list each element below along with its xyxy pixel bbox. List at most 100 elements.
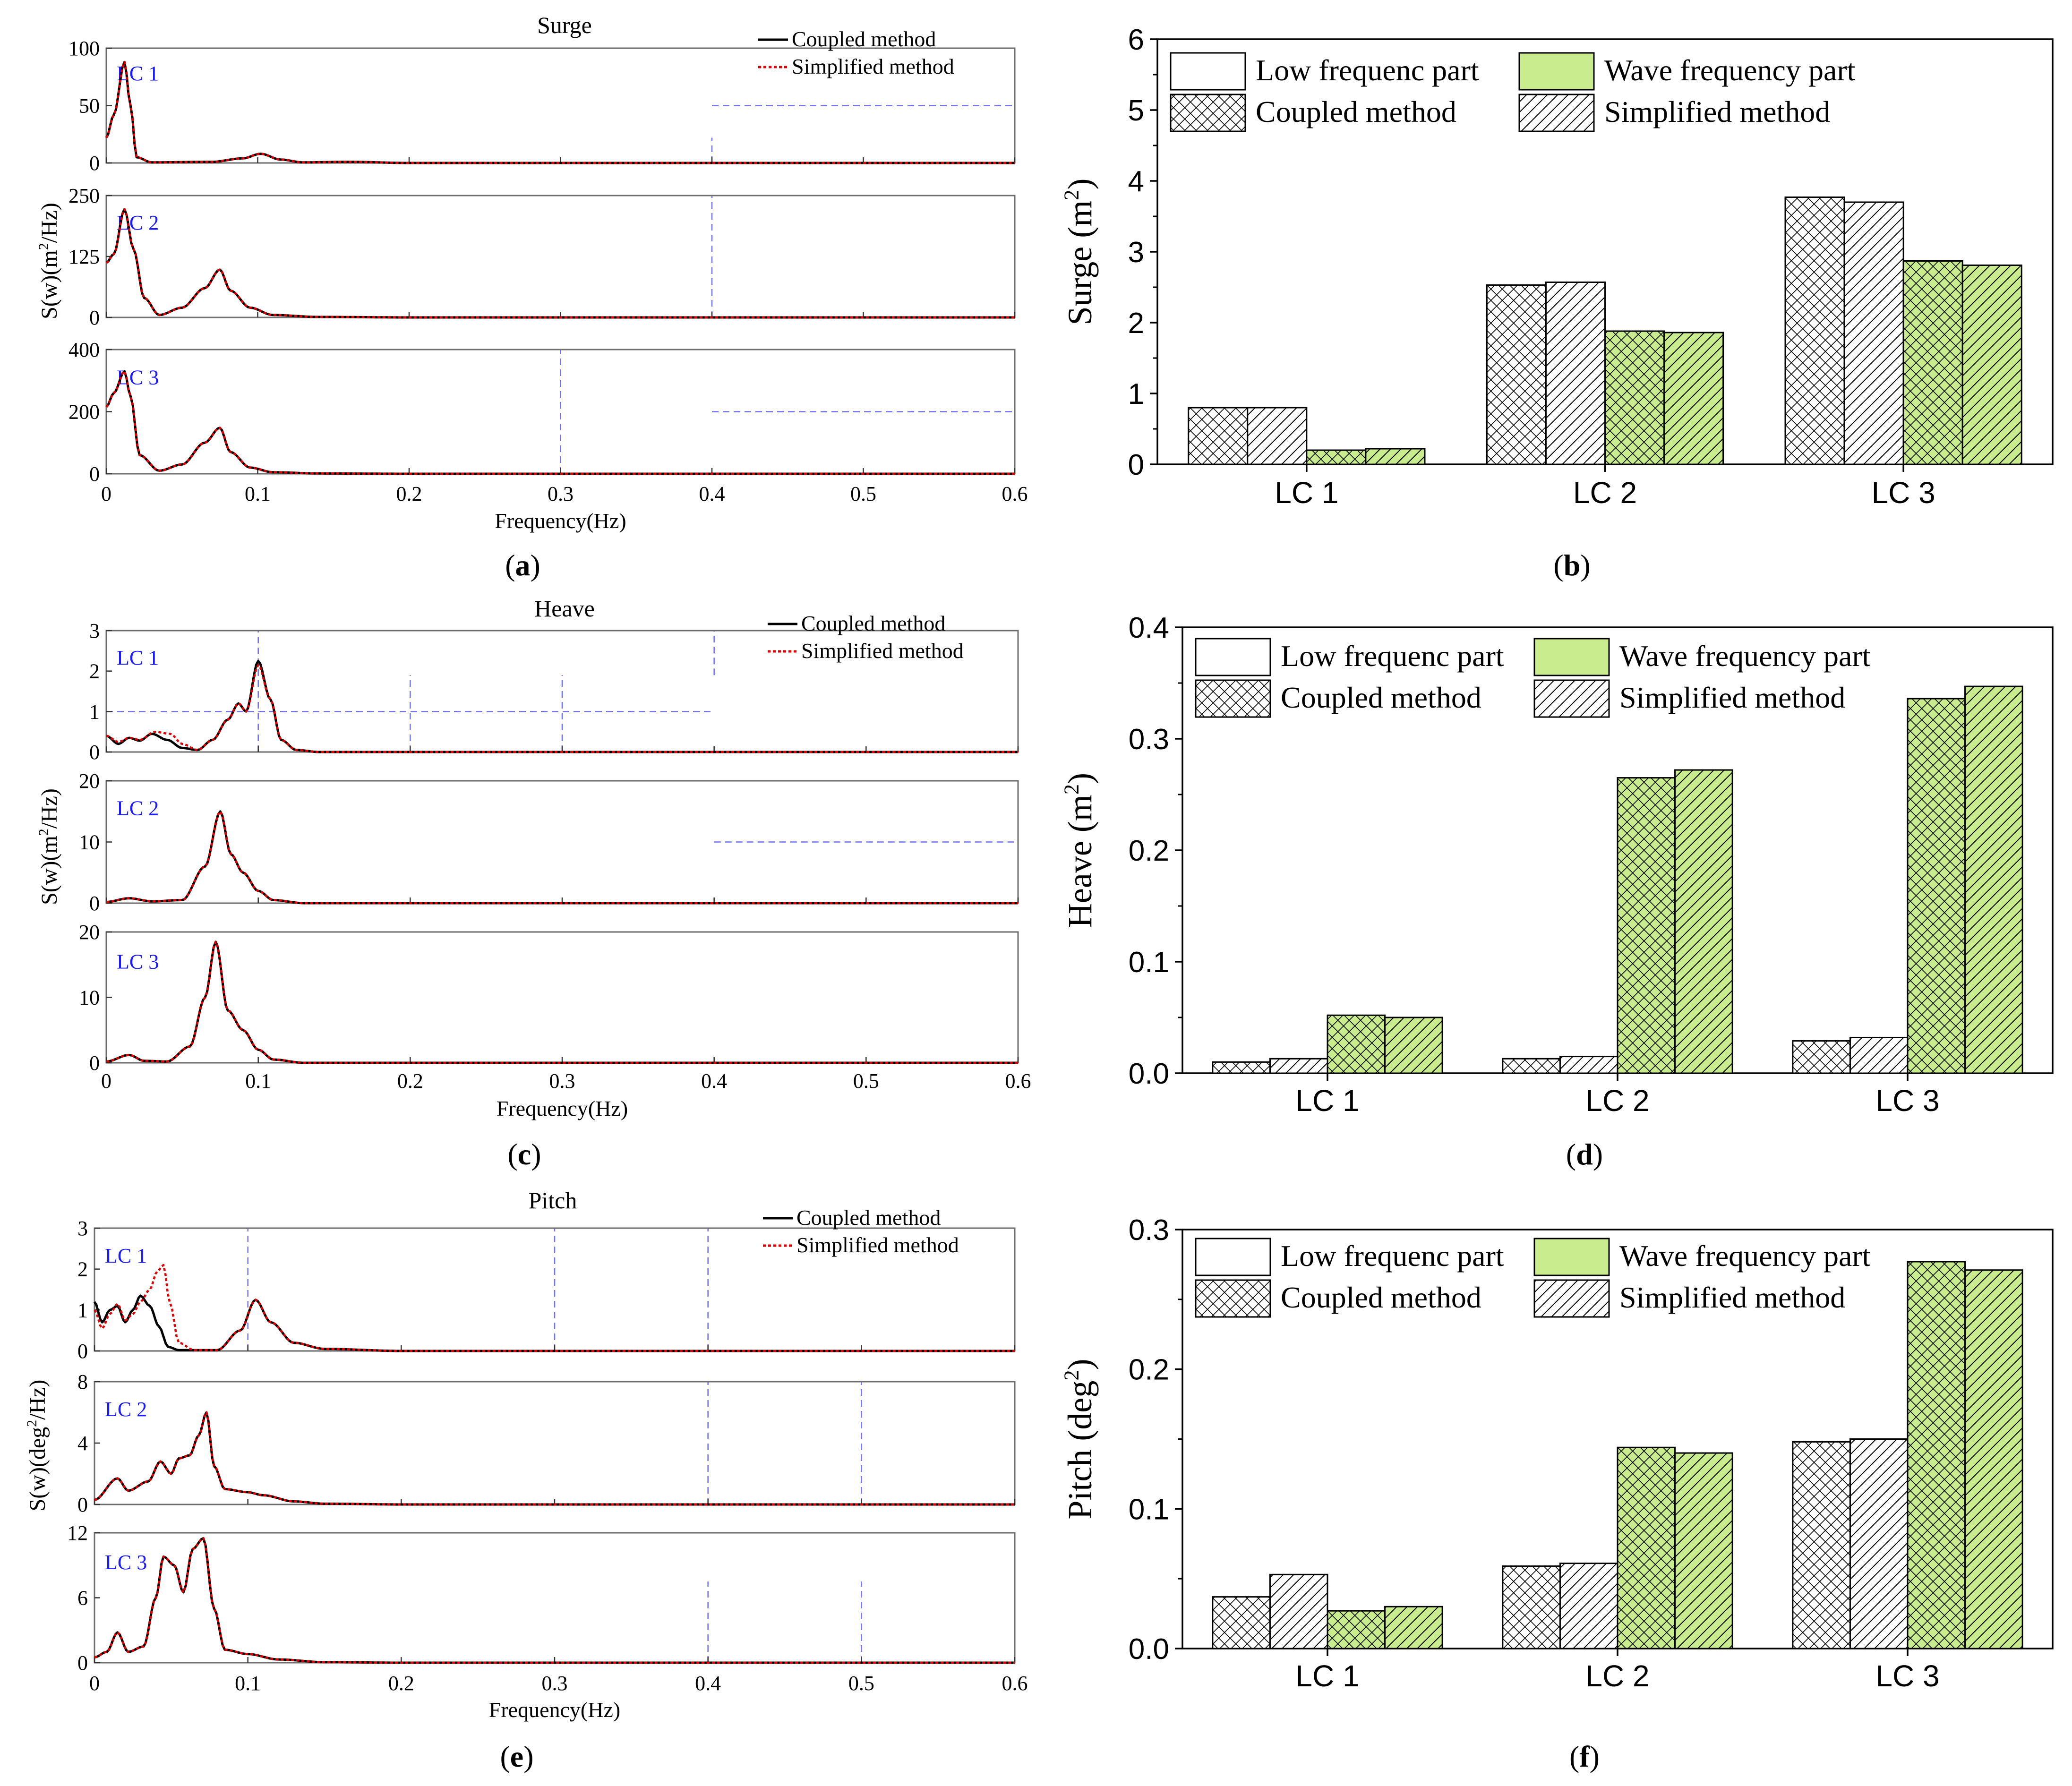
y-tick-label: 100 bbox=[68, 37, 100, 60]
legend-swatch-pattern bbox=[1195, 679, 1271, 718]
category-label: LC 2 bbox=[1573, 476, 1637, 510]
y-tick-label: 3 bbox=[1128, 236, 1144, 269]
legend: Coupled method Simplified method bbox=[768, 611, 964, 663]
bar-lc2-series-4 bbox=[1674, 769, 1733, 1074]
legend-swatch bbox=[1533, 1238, 1610, 1276]
y-tick-label: 10 bbox=[79, 986, 100, 1009]
x-tick-label: 0.1 bbox=[245, 482, 271, 505]
subplot-frame bbox=[105, 195, 1016, 318]
y-tick-label: 2 bbox=[89, 660, 100, 683]
subplot-frame bbox=[94, 1532, 1016, 1664]
legend-swatch bbox=[1518, 52, 1595, 91]
y-tick-label: 10 bbox=[79, 831, 100, 854]
bar-lc3-series-4 bbox=[1964, 685, 2023, 1074]
panel-label: (e) bbox=[500, 1740, 533, 1773]
simplified-series-line bbox=[105, 208, 1015, 319]
legend-label: Coupled method bbox=[1256, 95, 1456, 128]
category-label: LC 3 bbox=[1875, 1084, 1939, 1118]
bar-lc1-series-4 bbox=[1384, 1606, 1443, 1649]
legend-label: Simplified method bbox=[1604, 95, 1830, 128]
legend-simplified-label: Simplified method bbox=[801, 639, 964, 663]
y-tick-label: 0 bbox=[77, 1651, 88, 1675]
x-tick-label: 0.2 bbox=[397, 1069, 423, 1093]
y-tick-label: 1 bbox=[1128, 378, 1144, 410]
y-tick-label: 125 bbox=[68, 245, 100, 268]
coupled-series-line bbox=[106, 810, 1018, 905]
bar-lc2-series-2 bbox=[1545, 282, 1606, 465]
x-tick-label: 0 bbox=[101, 482, 111, 505]
bar-lc1-series-4 bbox=[1384, 1017, 1443, 1074]
legend-label: Coupled method bbox=[1281, 681, 1481, 714]
category-label: LC 1 bbox=[1295, 1084, 1359, 1118]
y-tick-label: 4 bbox=[77, 1432, 88, 1455]
x-tick-label: 0.4 bbox=[699, 482, 725, 505]
lc-label: LC 3 bbox=[117, 950, 159, 974]
y-tick-label: 0 bbox=[77, 1493, 88, 1516]
y-tick-label: 0 bbox=[89, 741, 100, 764]
subplot-3: 0 6 12 LC 3 bbox=[67, 1521, 1016, 1675]
x-tick-label: 0.6 bbox=[1005, 1069, 1031, 1093]
subplot-2: 0 10 20 LC 2 bbox=[79, 769, 1019, 915]
bar-lc2-series-4 bbox=[1663, 332, 1724, 465]
y-axis-label: S(w)(deg2/Hz) bbox=[24, 1380, 50, 1512]
legend-label: Simplified method bbox=[1619, 1281, 1845, 1314]
y-tick-label: 1 bbox=[77, 1299, 88, 1322]
y-tick-label: 0.3 bbox=[1129, 1214, 1169, 1247]
bar-lc3-series-2 bbox=[1849, 1036, 1909, 1074]
y-tick-label: 8 bbox=[77, 1370, 88, 1393]
bar-lc3-series-2 bbox=[1843, 201, 1904, 465]
x-tick-label: 0.3 bbox=[548, 482, 574, 505]
lc-label: LC 3 bbox=[117, 366, 159, 389]
subplot-frame bbox=[94, 1381, 1016, 1505]
legend: Low frequenc part Wave frequency part Coup… bbox=[1195, 1238, 1871, 1318]
bar-lc3-series-3 bbox=[1902, 260, 1963, 465]
bar-lc3-series-1 bbox=[1792, 1040, 1851, 1074]
spectrum-title: Heave bbox=[534, 595, 595, 622]
legend-swatch bbox=[1195, 638, 1271, 676]
lc-label: LC 1 bbox=[105, 1244, 147, 1267]
bar-lc3-series-3 bbox=[1907, 1261, 1966, 1649]
bar-lc2-series-3 bbox=[1604, 330, 1665, 465]
y-tick-label: 250 bbox=[68, 184, 100, 207]
legend-simplified-label: Simplified method bbox=[796, 1233, 959, 1257]
y-tick-label: 0.2 bbox=[1129, 835, 1169, 867]
y-axis-label: S(w)(m2/Hz) bbox=[36, 203, 62, 319]
y-tick-label: 6 bbox=[1128, 24, 1144, 56]
legend-coupled-label: Coupled method bbox=[792, 27, 936, 51]
y-tick-label: 3 bbox=[77, 1217, 88, 1240]
y-tick-label: 6 bbox=[77, 1587, 88, 1610]
y-tick-label: 2 bbox=[1128, 307, 1144, 340]
y-tick-label: 0.3 bbox=[1129, 723, 1169, 756]
y-axis-label: Surge (m2) bbox=[1060, 179, 1099, 325]
y-tick-label: 0 bbox=[89, 892, 100, 915]
x-tick-label: 0.2 bbox=[396, 482, 422, 505]
lc-label: LC 2 bbox=[117, 211, 159, 234]
subplot-2: 0 4 8 LC 2 bbox=[77, 1370, 1016, 1516]
bar-lc1-series-2 bbox=[1269, 1573, 1328, 1649]
legend: Low frequenc part Wave frequency part Coup… bbox=[1195, 638, 1871, 718]
x-tick-label: 0.3 bbox=[542, 1672, 568, 1695]
subplot-frame bbox=[105, 931, 1019, 1064]
legend: Coupled method Simplified method bbox=[763, 1205, 959, 1257]
bar-panel-f: 0.0 0.1 0.2 0.3 Pitch (deg2) LC 1 LC 2 LC 3 Low … bbox=[1060, 1214, 2054, 1773]
simplified-series-line bbox=[106, 664, 1018, 753]
spectrum-panel-c: Heave 0 1 2 3 LC 1 0 10 20 LC 2 0 10 20 LC 3 0 0.1 0.2 0.… bbox=[36, 595, 1031, 1171]
category-label: LC 3 bbox=[1875, 1659, 1939, 1693]
y-tick-label: 50 bbox=[79, 94, 100, 118]
x-tick-label: 0.5 bbox=[850, 482, 876, 505]
bar-lc2-series-1 bbox=[1502, 1565, 1561, 1649]
legend: Coupled method Simplified method bbox=[758, 27, 954, 78]
x-tick-label: 0.4 bbox=[701, 1069, 727, 1093]
x-tick-label: 0 bbox=[89, 1672, 100, 1695]
x-tick-label: 0 bbox=[101, 1069, 111, 1093]
y-tick-label: 400 bbox=[68, 338, 100, 361]
bar-lc2-series-2 bbox=[1559, 1563, 1618, 1649]
legend-coupled-label: Coupled method bbox=[801, 611, 945, 635]
bar-lc3-series-1 bbox=[1792, 1441, 1851, 1649]
bar-lc1-series-1 bbox=[1212, 1596, 1271, 1649]
bar-lc3-series-4 bbox=[1961, 265, 2022, 465]
